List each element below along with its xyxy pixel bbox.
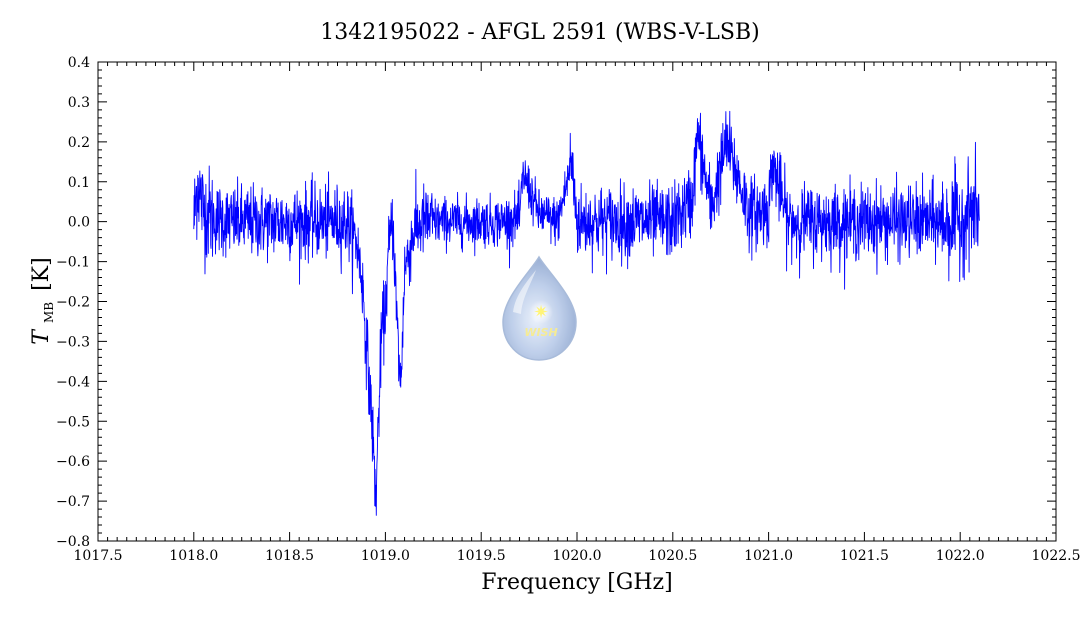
y-tick-label: −0.5: [56, 414, 90, 430]
x-tick-label: 1021.5: [840, 548, 889, 564]
drop-highlight: [513, 270, 536, 314]
y-tick-label: 0.1: [68, 175, 90, 191]
tick-marks: [97, 61, 1057, 542]
y-axis-label: T MB [K]: [29, 257, 59, 344]
y-tick-label: −0.7: [56, 494, 90, 510]
spectrum-line-group: [193, 110, 980, 516]
x-tick-label: 1020.0: [553, 548, 602, 564]
y-tick-label: −0.3: [56, 334, 90, 350]
y-tick-label: 0.0: [68, 215, 90, 231]
y-axis-label-unit: [K]: [29, 257, 54, 291]
x-tick-label: 1021.0: [744, 548, 793, 564]
spectrum-line: [193, 110, 980, 516]
y-tick-label: −0.4: [56, 374, 90, 390]
chart-title: 1342195022 - AFGL 2591 (WBS-V-LSB): [320, 20, 760, 45]
x-tick-label: 1018.5: [265, 548, 314, 564]
y-axis-label-main: T: [29, 328, 54, 345]
star-icon: ✷: [533, 302, 548, 323]
y-tick-labels: 0.4 0.3 0.2 0.1 0.0 −0.1 −0.2 −0.3 −0.4 −0.5 −0.6 −…: [56, 55, 90, 550]
x-tick-label: 1019.5: [457, 548, 506, 564]
x-tick-label: 1022.5: [1032, 548, 1080, 564]
plot-frame: [97, 61, 1057, 542]
y-tick-label: 0.4: [68, 55, 90, 71]
y-tick-label: −0.8: [56, 534, 90, 550]
x-tick-labels: 1017.5 1018.0 1018.5 1019.0 1019.5 1020.0 1020…: [74, 548, 1080, 564]
y-tick-label: −0.6: [56, 454, 90, 470]
axis-ticks: [97, 61, 1057, 542]
y-tick-label: 0.2: [68, 135, 90, 151]
y-axis-label-sub: MB: [42, 302, 56, 323]
x-tick-label: 1017.5: [74, 548, 123, 564]
star-glow: [529, 300, 553, 324]
x-tick-label: 1020.5: [648, 548, 697, 564]
x-tick-label: 1018.0: [169, 548, 218, 564]
svg-text:T MB [K]: T MB [K]: [29, 257, 59, 344]
x-axis-label: Frequency [GHz]: [481, 570, 673, 595]
y-tick-label: −0.2: [56, 295, 90, 311]
logo-text: WISH: [524, 326, 557, 339]
y-tick-label: 0.3: [68, 95, 90, 111]
x-tick-label: 1019.0: [361, 548, 410, 564]
wish-logo: ✷ WISH: [502, 255, 577, 361]
x-tick-label: 1022.0: [936, 548, 985, 564]
y-tick-label: −0.1: [56, 255, 90, 271]
